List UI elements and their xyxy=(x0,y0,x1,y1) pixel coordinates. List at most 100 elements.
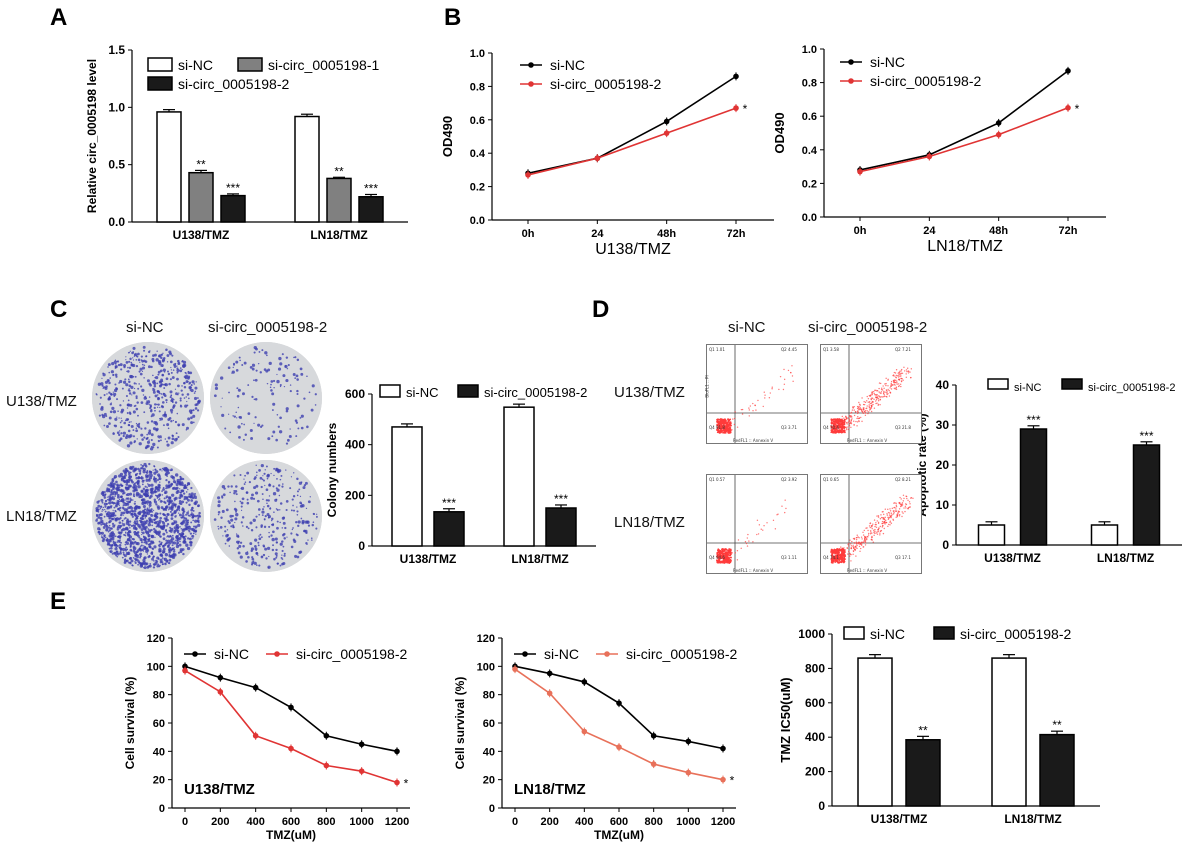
flow-dot xyxy=(899,513,901,516)
flow-dot xyxy=(744,541,747,543)
colony-dot xyxy=(140,355,143,358)
flow-dot xyxy=(895,386,898,388)
flow-dot xyxy=(736,559,739,561)
flow-dot xyxy=(879,534,881,536)
colony-dot xyxy=(122,514,124,516)
colony-dot xyxy=(305,531,308,535)
colony-dot xyxy=(296,510,299,513)
colony-dot xyxy=(272,402,276,406)
colony-dot xyxy=(151,524,154,527)
flow-dot xyxy=(874,530,876,533)
colony-dot xyxy=(125,546,128,549)
colony-dot xyxy=(268,531,270,534)
colony-dot xyxy=(115,480,118,484)
x-tick-label: 1200 xyxy=(711,816,735,828)
colony-dot xyxy=(254,378,258,382)
colony-dot xyxy=(286,367,289,370)
colony-dot xyxy=(240,487,242,490)
flow-dot xyxy=(723,428,726,431)
bar xyxy=(433,511,465,547)
colony-dot xyxy=(116,499,120,503)
colony-dot xyxy=(124,543,127,546)
colony-dot xyxy=(130,363,133,366)
flow-dot xyxy=(719,426,722,429)
colony-dot xyxy=(132,493,135,496)
colony-dot xyxy=(116,398,119,401)
legend-marker xyxy=(528,62,534,68)
colony-dot xyxy=(261,493,264,496)
colony-dot xyxy=(243,478,245,480)
colony-dot xyxy=(163,513,166,517)
colony-dot xyxy=(174,420,177,424)
colony-dot xyxy=(152,541,155,544)
colony-dot xyxy=(118,526,122,529)
significance-label: *** xyxy=(364,181,378,195)
flow-dot xyxy=(889,521,891,524)
colony-dot xyxy=(171,437,175,441)
colony-dot xyxy=(255,515,258,518)
flow-dot xyxy=(727,559,730,561)
flow-dot xyxy=(763,525,765,527)
colony-dot xyxy=(153,560,155,562)
colony-dot xyxy=(291,528,294,531)
flow-dot xyxy=(747,533,749,536)
colony-dot xyxy=(119,547,123,551)
colony-dot xyxy=(108,522,110,524)
colony-dot xyxy=(113,374,115,376)
colony-dot xyxy=(283,537,286,540)
flow-dot xyxy=(899,505,902,508)
colony-dot xyxy=(294,356,297,359)
colony-dot xyxy=(132,391,136,395)
colony-dot xyxy=(127,429,131,433)
flow-dot xyxy=(884,516,886,519)
flow-dot xyxy=(862,407,865,410)
flow-dot xyxy=(718,556,720,559)
colony-plate xyxy=(92,342,204,454)
flow-dot xyxy=(867,398,870,400)
colony-dot xyxy=(182,492,186,495)
colony-dot xyxy=(182,552,185,556)
colony-dot xyxy=(139,367,143,371)
colony-dot xyxy=(108,499,112,502)
colony-dot xyxy=(285,409,289,413)
colony-dot xyxy=(179,540,181,543)
colony-dot xyxy=(161,490,163,493)
colony-dot xyxy=(310,408,314,412)
colony-dot xyxy=(101,510,103,512)
colony-dot xyxy=(171,500,174,502)
flow-dot xyxy=(721,425,724,428)
colony-dot xyxy=(137,414,139,417)
colony-dot xyxy=(271,435,274,438)
flow-dot xyxy=(724,557,726,560)
colony-dot xyxy=(296,358,300,362)
colony-dot xyxy=(286,536,288,538)
colony-dot xyxy=(107,505,110,509)
colony-dot xyxy=(136,472,139,475)
flow-dot xyxy=(869,409,871,411)
legend-marker xyxy=(848,78,854,84)
colony-dot xyxy=(146,489,148,491)
colony-dot xyxy=(281,558,284,560)
flow-dot xyxy=(850,543,852,545)
flow-dot xyxy=(870,531,872,533)
flow-dot xyxy=(892,518,894,521)
colony-dot xyxy=(275,548,278,552)
flow-dot xyxy=(872,541,875,543)
colony-dot xyxy=(296,533,299,537)
y-tick-label: 40 xyxy=(936,378,950,392)
colony-dot xyxy=(140,477,143,480)
colony-dot xyxy=(166,524,168,527)
flow-dot xyxy=(871,393,873,395)
colony-dot xyxy=(116,526,119,529)
flow-dot xyxy=(723,561,726,564)
flow-dot xyxy=(729,421,732,424)
colony-dot xyxy=(281,485,284,488)
colony-dot xyxy=(122,551,125,554)
colony-dot xyxy=(238,356,241,359)
colony-dot xyxy=(266,502,268,505)
flow-quadrant-label: Q3 1.11 xyxy=(781,555,797,560)
flow-dot xyxy=(898,372,901,374)
x-tick-label: 600 xyxy=(282,816,300,828)
colony-dot xyxy=(180,494,184,498)
colony-dot xyxy=(187,498,190,502)
